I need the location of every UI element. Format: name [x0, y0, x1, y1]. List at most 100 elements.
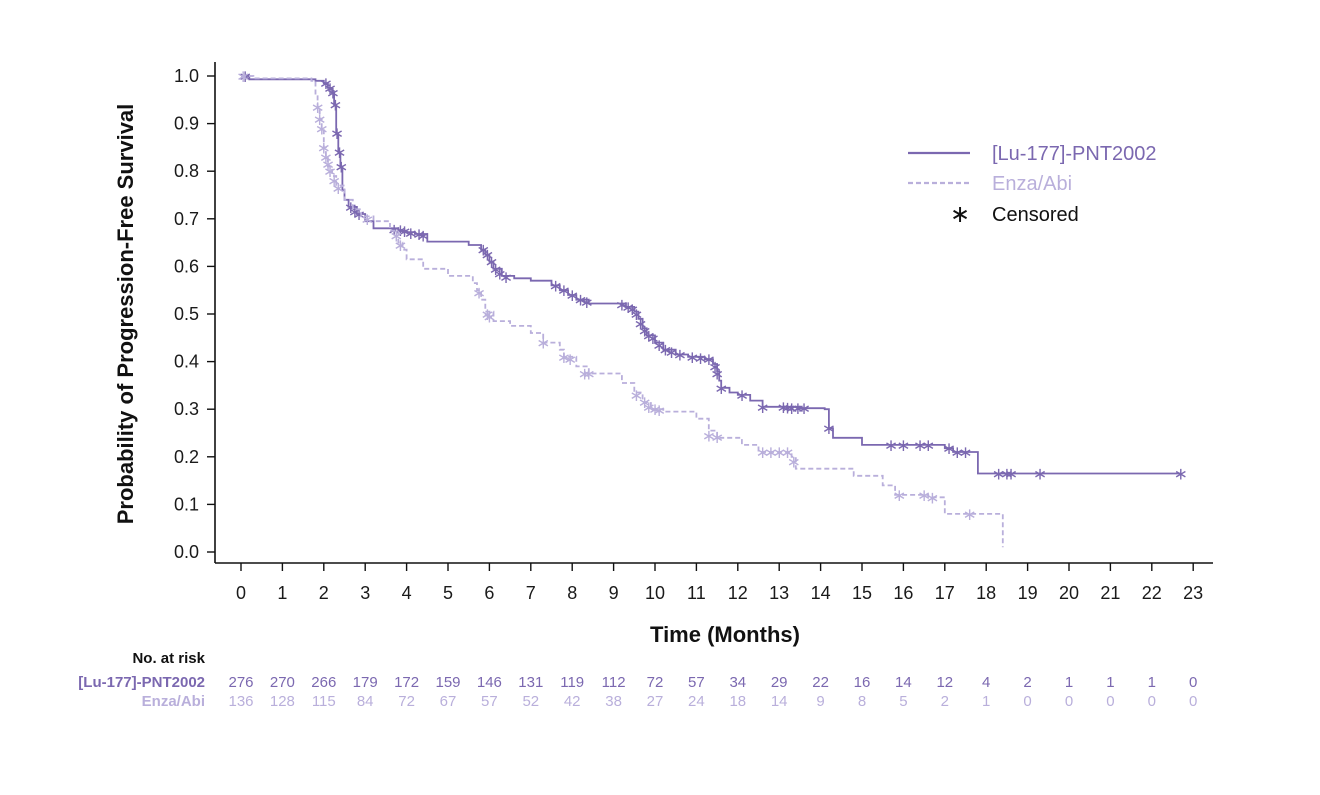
risk-value: 72 — [398, 693, 415, 710]
risk-value: 34 — [729, 674, 746, 691]
censor-mark: ∗ — [652, 336, 666, 356]
censor-mark: ∗ — [621, 298, 635, 318]
risk-value: 52 — [522, 693, 539, 710]
risk-value: 57 — [688, 674, 705, 691]
x-tick-label: 14 — [811, 583, 831, 603]
censor-mark: ∗ — [615, 295, 629, 315]
risk-value: 14 — [771, 693, 788, 710]
risk-value: 136 — [228, 693, 253, 710]
risk-value: 115 — [312, 693, 336, 710]
risk-value: 179 — [353, 674, 378, 691]
censor-mark: ∗ — [323, 79, 337, 99]
risk-value: 29 — [771, 674, 788, 691]
censor-mark: ∗ — [238, 67, 252, 87]
risk-value: 9 — [816, 693, 824, 710]
censor-mark: ∗ — [921, 436, 935, 456]
censor-mark: ∗ — [791, 399, 805, 419]
censor-mark: ∗ — [549, 276, 563, 296]
censor-mark: ∗ — [638, 393, 652, 413]
series-line-1 — [241, 75, 1004, 548]
risk-value: 38 — [605, 693, 622, 710]
legend-label-censored: Censored — [992, 204, 1079, 226]
censor-mark: ∗ — [397, 222, 411, 242]
risk-row-name-lu177: [Lu-177]-PNT2002 — [78, 674, 205, 691]
x-tick-label: 4 — [402, 583, 412, 603]
censor-mark: ∗ — [884, 436, 898, 456]
censor-mark: ∗ — [702, 350, 716, 370]
risk-row-name-enza: Enza/Abi — [142, 693, 205, 710]
censor-mark: ∗ — [652, 401, 666, 421]
risk-table: No. at risk [Lu-177]-PNT2002 Enza/Abi 27… — [78, 650, 1197, 710]
risk-value: 0 — [1023, 693, 1031, 710]
censor-mark: ∗ — [1174, 464, 1188, 484]
risk-value: 8 — [858, 693, 866, 710]
censor-mark: ∗ — [784, 399, 798, 419]
censor-mark: ∗ — [577, 365, 591, 385]
censor-mark: ∗ — [925, 488, 939, 508]
censor-mark: ∗ — [658, 341, 672, 361]
risk-value: 12 — [936, 674, 953, 691]
x-tick-label: 9 — [609, 583, 619, 603]
censor-mark: ∗ — [499, 268, 513, 288]
risk-value: 119 — [560, 674, 584, 691]
risk-value: 5 — [899, 693, 907, 710]
risk-value: 146 — [477, 674, 502, 691]
x-tick-label: 0 — [236, 583, 246, 603]
risk-value: 172 — [394, 674, 419, 691]
censor-mark: ∗ — [756, 443, 770, 463]
censor-mark: ∗ — [323, 162, 337, 182]
risk-value: 72 — [647, 674, 664, 691]
censor-mark: ∗ — [332, 143, 346, 163]
censor-mark: ∗ — [236, 67, 250, 87]
censor-mark: ∗ — [735, 386, 749, 406]
censor-mark: ∗ — [315, 119, 329, 139]
legend-label-lu177: [Lu-177]-PNT2002 — [992, 143, 1157, 165]
x-tick-label: 15 — [852, 583, 872, 603]
censor-mark: ∗ — [896, 436, 910, 456]
legend-label-enza: Enza/Abi — [992, 173, 1072, 195]
censor-mark: ∗ — [480, 305, 494, 325]
censor-mark: ∗ — [360, 210, 374, 230]
x-tick-label: 13 — [769, 583, 789, 603]
risk-value: 1 — [1065, 674, 1073, 691]
risk-value: 131 — [518, 674, 543, 691]
censor-mark: ∗ — [352, 205, 366, 225]
risk-table-header: No. at risk — [132, 650, 205, 667]
risk-value: 22 — [812, 674, 829, 691]
risk-value: 159 — [435, 674, 460, 691]
censor-mark: ∗ — [331, 179, 345, 199]
x-tick-label: 5 — [443, 583, 453, 603]
legend: [Lu-177]-PNT2002 Enza/Abi ∗ Censored — [908, 143, 1157, 228]
risk-value: 27 — [647, 693, 664, 710]
y-tick-label: 0.4 — [174, 352, 199, 372]
censor-mark: ∗ — [991, 464, 1005, 484]
censor-mark: ∗ — [708, 357, 722, 377]
censor-mark: ∗ — [488, 260, 502, 280]
censored-icon: ∗ — [950, 200, 970, 228]
censor-mark: ∗ — [319, 148, 333, 168]
series-line-0 — [241, 75, 1181, 475]
censor-mark: ∗ — [1004, 464, 1018, 484]
censor-mark: ∗ — [563, 350, 577, 370]
censor-mark: ∗ — [764, 443, 778, 463]
y-tick-label: 1.0 — [174, 66, 199, 86]
censor-mark: ∗ — [557, 281, 571, 301]
risk-value: 1 — [1148, 674, 1156, 691]
risk-value: 1 — [982, 693, 990, 710]
censor-mark: ∗ — [629, 305, 643, 325]
y-tick-label: 0.0 — [174, 542, 199, 562]
censor-mark: ∗ — [393, 236, 407, 256]
censor-mark: ∗ — [714, 379, 728, 399]
censor-mark: ∗ — [963, 505, 977, 525]
censor-mark: ∗ — [573, 291, 587, 311]
censor-mark: ∗ — [780, 398, 794, 418]
risk-value: 84 — [357, 693, 374, 710]
risk-value: 0 — [1189, 693, 1197, 710]
y-tick-label: 0.3 — [174, 399, 199, 419]
risk-value: 57 — [481, 693, 498, 710]
risk-value: 24 — [688, 693, 705, 710]
risk-value: 1 — [1106, 674, 1114, 691]
censor-mark: ∗ — [625, 300, 639, 320]
risk-value: 18 — [729, 693, 746, 710]
y-tick-label: 0.2 — [174, 447, 199, 467]
